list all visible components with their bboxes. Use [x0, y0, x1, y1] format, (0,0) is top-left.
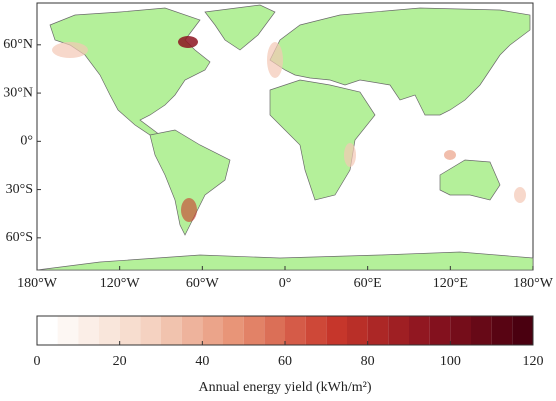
colorbar-bin: [223, 316, 244, 345]
y-tick-label: 60°N: [3, 37, 33, 52]
colorbar-bin: [388, 316, 409, 345]
colorbar-bin: [202, 316, 223, 345]
hotspot: [444, 150, 456, 160]
colorbar-bin: [99, 316, 120, 345]
colorbar-bin: [264, 316, 285, 345]
colorbar-bin: [367, 316, 389, 345]
x-tick-label: 180°W: [513, 276, 554, 291]
colorbar-tick-label: 100: [440, 354, 461, 369]
land: [36, 4, 534, 271]
colorbar-bin: [37, 316, 58, 345]
africa: [269, 79, 376, 201]
colorbar-bin: [326, 316, 347, 345]
colorbar-bin: [78, 316, 99, 345]
colorbar-bin: [140, 316, 161, 345]
x-tick-label: 60°E: [354, 276, 382, 291]
colorbar-bin: [429, 316, 451, 345]
y-tick-label: 30°N: [3, 85, 33, 100]
x-tick-label: 120°W: [100, 276, 141, 291]
x-tick-label: 120°E: [433, 276, 468, 291]
colorbar-bin: [57, 316, 79, 345]
eurasia: [269, 7, 531, 116]
colorbar-bin: [305, 316, 327, 345]
colorbar-tick-label: 80: [361, 354, 375, 369]
colorbar-tick-label: 0: [34, 354, 41, 369]
colorbar-bin: [181, 316, 203, 345]
colorbar-bin: [285, 316, 306, 345]
hotspot: [52, 42, 88, 58]
australia: [439, 159, 501, 201]
x-tick-label: 0°: [279, 276, 292, 291]
colorbar-bin: [161, 316, 182, 345]
colorbar-tick-label: 60: [278, 354, 292, 369]
north-america: [49, 7, 211, 136]
colorbar-label: Annual energy yield (kWh/m²): [198, 380, 371, 395]
x-tick-label: 180°W: [17, 276, 58, 291]
colorbar-tick-label: 120: [523, 354, 544, 369]
y-tick-label: 30°S: [6, 182, 33, 197]
colorbar-tick-label: 40: [195, 354, 209, 369]
hotspot: [344, 143, 356, 167]
colorbar-bin: [512, 316, 533, 345]
hotspot: [181, 198, 197, 222]
hotspot: [267, 42, 283, 78]
colorbar-bin: [119, 316, 141, 345]
colorbar-bin: [243, 316, 265, 345]
hotspot: [514, 187, 526, 203]
colorbar-tick-label: 20: [113, 354, 127, 369]
greenland: [204, 4, 276, 51]
colorbar-bin: [409, 316, 430, 345]
colorbar-bin: [450, 316, 471, 345]
colorbar-bin: [471, 316, 492, 345]
y-tick-label: 60°S: [6, 230, 33, 245]
colorbar-bin: [347, 316, 368, 345]
hotspots: [52, 36, 526, 222]
y-tick-label: 0°: [20, 134, 33, 149]
colorbar-bin: [491, 316, 513, 345]
hotspot: [178, 36, 198, 48]
x-tick-label: 60°W: [186, 276, 220, 291]
